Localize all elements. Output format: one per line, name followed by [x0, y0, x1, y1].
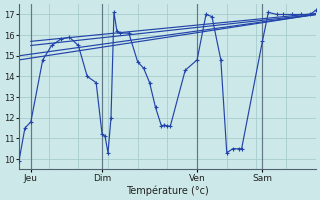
X-axis label: Température (°c): Température (°c) — [126, 185, 209, 196]
